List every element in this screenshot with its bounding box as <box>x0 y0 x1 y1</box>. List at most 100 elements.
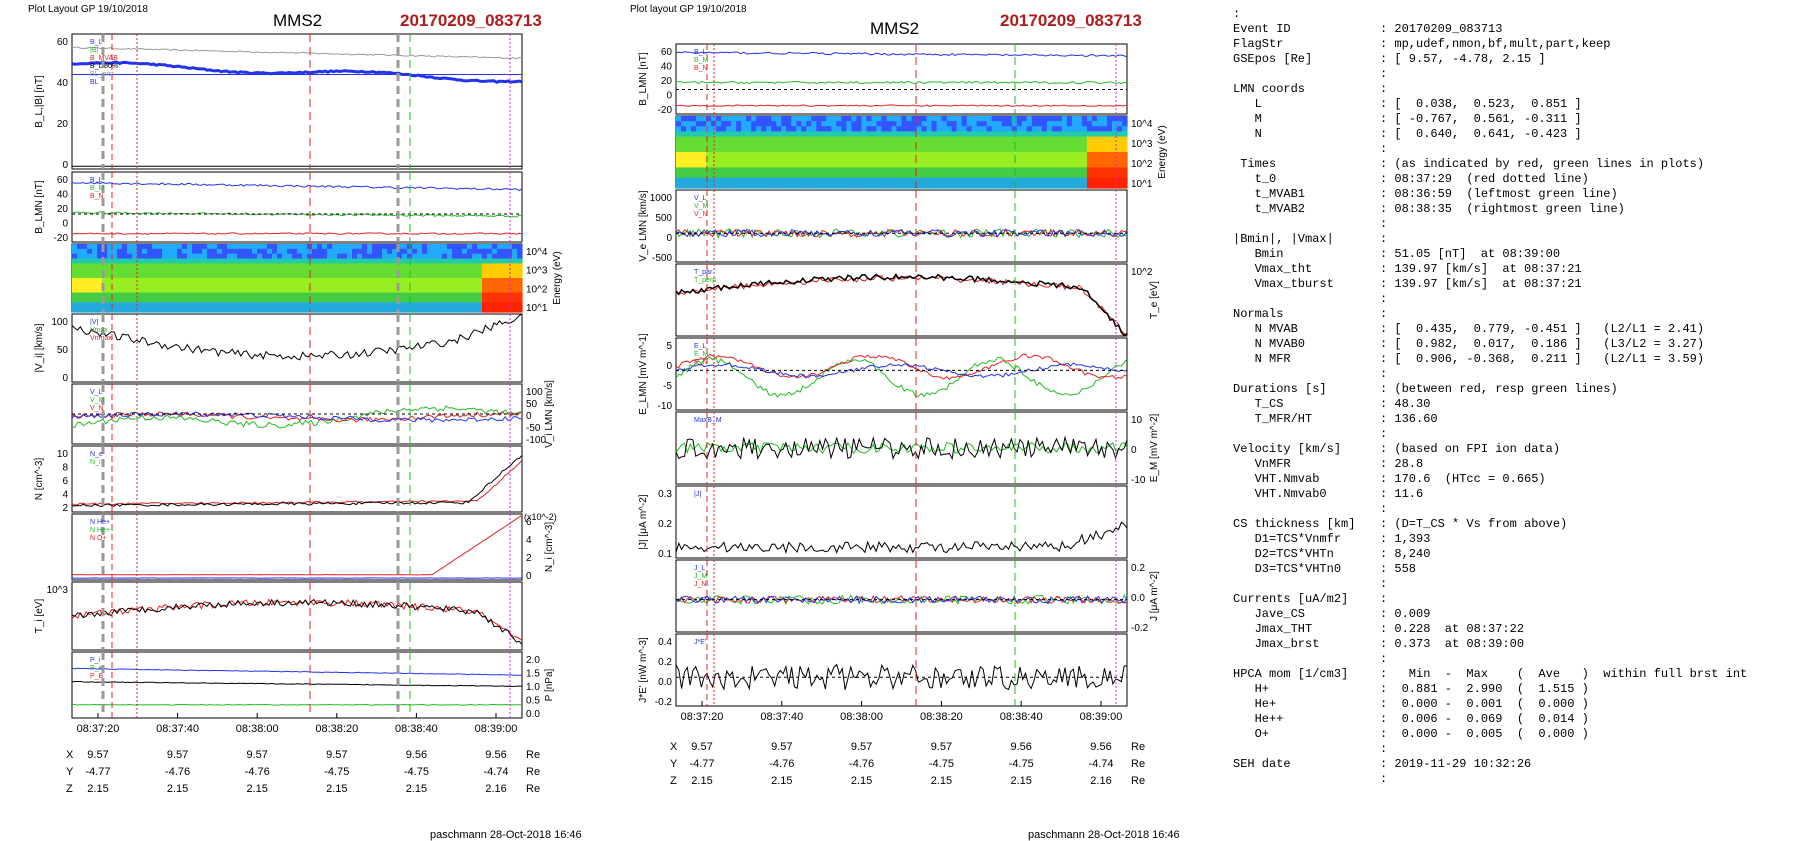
panel-undefined <box>71 383 523 445</box>
info-value: : (as indicated by red, green lines in p… <box>1380 157 1704 171</box>
tick-label: 0 <box>526 411 532 422</box>
tick-label: 5 <box>666 341 672 352</box>
panel-undefined <box>71 243 523 313</box>
time-tick: 08:38:00 <box>236 723 279 735</box>
legend-entry: V_M <box>90 397 105 404</box>
info-value: : 558 <box>1380 562 1416 576</box>
tick-label: 0.5 <box>526 696 540 707</box>
series-line <box>675 356 1128 398</box>
y-axis-label: |J| [μA m^-2] <box>638 494 649 549</box>
coord-value: 9.56 <box>485 749 506 761</box>
info-key: Jave_CS <box>1233 607 1305 621</box>
coord-unit: Re <box>526 749 540 761</box>
info-value: : [ 0.906, -0.368, 0.211 ] (L2/L1 = 3.59… <box>1380 352 1704 366</box>
tick-label: -0.2 <box>1131 623 1149 634</box>
coord-value: -4.75 <box>929 758 954 770</box>
info-key: : <box>1233 7 1240 21</box>
info-value: : [ 0.038, 0.523, 0.851 ] <box>1380 97 1582 111</box>
legend-entry: N O+ <box>90 535 107 542</box>
tick-label: 0 <box>62 160 68 171</box>
legend-entry: B_L <box>90 39 103 46</box>
tick-label: 50 <box>526 399 538 410</box>
tick-label: 6 <box>62 476 68 487</box>
series-line <box>72 703 523 706</box>
coord-unit: Re <box>526 766 540 778</box>
tick-label: 0 <box>666 91 672 102</box>
y-axis-label: E_LMN [mV m^-1] <box>638 333 649 415</box>
tick-label: 8 <box>62 463 68 474</box>
header-mid: Plot layout GP 19/10/2018 <box>630 4 747 15</box>
coord-value: 2.15 <box>691 775 712 787</box>
y-axis-label: J [μA m^-2] <box>1149 571 1160 621</box>
series-line <box>675 362 1128 379</box>
tick-label: -100 <box>526 435 546 446</box>
panel-frame <box>675 559 1128 633</box>
info-key: T_MFR/HT <box>1233 412 1312 426</box>
info-value: : [ 0.435, 0.779, -0.451 ] (L2/L1 = 2.41… <box>1380 322 1704 336</box>
legend-entry: N_i <box>90 459 101 466</box>
series-line <box>675 353 1128 381</box>
panel-frame <box>71 313 523 383</box>
info-value: : [ -0.767, 0.561, -0.311 ] <box>1380 112 1582 126</box>
tick-label: 0 <box>526 571 532 582</box>
tick-label: 10^2 <box>526 284 548 295</box>
tick-label: 10^2 <box>1131 267 1153 278</box>
y-axis-label: V_i LMN [km/s] <box>544 380 555 448</box>
time-tick: 08:39:00 <box>475 723 518 735</box>
legend-entry: |B| <box>90 47 98 54</box>
series-line <box>71 598 523 642</box>
info-key: Jmax_brst <box>1233 637 1319 651</box>
info-key: Times <box>1233 157 1276 171</box>
time-tick: 08:37:40 <box>156 723 199 735</box>
info-key: Event ID <box>1233 22 1291 36</box>
info-value: : <box>1380 142 1387 156</box>
series-line <box>71 667 523 676</box>
coord-value: 9.57 <box>851 741 872 753</box>
info-value: : [ 0.640, 0.641, -0.423 ] <box>1380 127 1582 141</box>
coord-value: -4.75 <box>404 766 429 778</box>
tick-label: -20 <box>54 233 69 244</box>
info-value: : <box>1380 367 1387 381</box>
info-value: : 8,240 <box>1380 547 1430 561</box>
series-line <box>675 435 1128 461</box>
info-value: : 170.6 (HTcc = 0.665) <box>1380 472 1546 486</box>
series-line <box>71 181 523 192</box>
legend-entry: N_e <box>90 451 103 458</box>
tick-label: 0.2 <box>658 519 672 530</box>
info-key: Bmin <box>1233 247 1283 261</box>
info-key: FlagStr <box>1233 37 1283 51</box>
tick-label: 10^3 <box>1131 139 1153 150</box>
coord-label: Z <box>66 783 73 795</box>
y-axis-label: B_L,|B| [nT] <box>34 75 45 128</box>
y-axis-label: T_i [eV] <box>34 599 45 634</box>
y-axis-label: E_M [mV m^-2] <box>1149 413 1160 482</box>
info-key: LMN coords <box>1233 82 1305 96</box>
info-value: : 0.881 - 2.990 ( 1.515 ) <box>1380 682 1589 696</box>
coord-value: 2.15 <box>406 783 427 795</box>
series-line <box>675 51 1128 58</box>
series-line <box>675 228 1128 238</box>
coord-value: 2.15 <box>931 775 952 787</box>
legend-entry: Vnmax <box>90 335 112 342</box>
info-key: N <box>1233 127 1262 141</box>
tick-label: 0 <box>666 233 672 244</box>
time-tick: 08:37:20 <box>77 723 120 735</box>
info-key: HPCA mom [1/cm3] <box>1233 667 1348 681</box>
info-value: : <box>1380 307 1387 321</box>
tick-label: 10^4 <box>526 247 548 258</box>
tick-label: 4 <box>62 490 68 501</box>
legend-entry: N He++ <box>90 527 114 534</box>
tick-label: 40 <box>57 190 69 201</box>
tick-label: 60 <box>57 37 69 48</box>
tick-label: 2 <box>62 503 68 514</box>
panel-frame <box>675 337 1128 411</box>
series-line <box>71 460 523 506</box>
info-key: M <box>1233 112 1262 126</box>
info-value: : <box>1380 592 1387 606</box>
tick-label: 20 <box>57 204 69 215</box>
panel-frame <box>675 263 1128 337</box>
coord-value: 2.15 <box>1010 775 1031 787</box>
tick-label: -20 <box>658 105 673 116</box>
panel-frame <box>71 651 523 719</box>
